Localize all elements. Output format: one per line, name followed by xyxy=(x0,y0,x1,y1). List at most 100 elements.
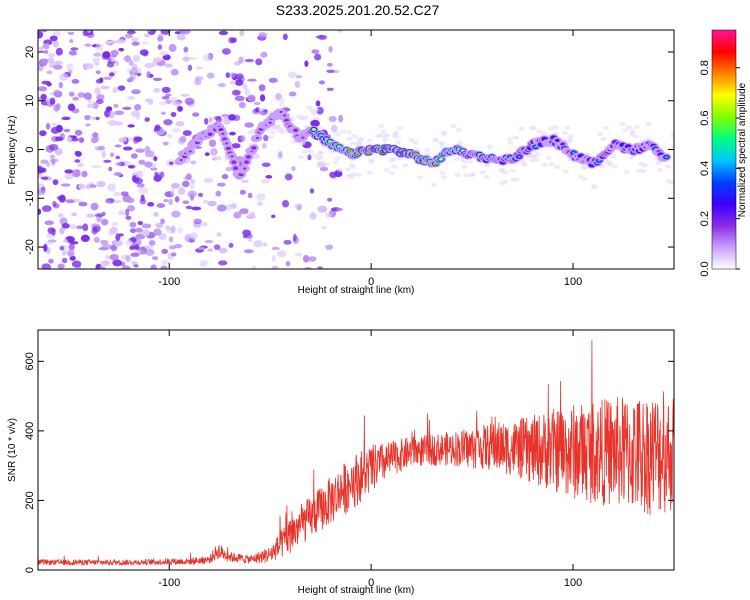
heatmap-haze-blob xyxy=(606,162,613,167)
heatmap-noise-blob xyxy=(288,91,297,97)
heatmap-noise-blob xyxy=(117,85,126,91)
heatmap-haze-blob xyxy=(258,107,265,112)
heatmap-noise-blob xyxy=(58,194,66,203)
heatmap-ridge-cell xyxy=(355,153,360,156)
heatmap-noise-blob xyxy=(108,72,115,77)
heatmap-noise-blob xyxy=(93,236,100,243)
heatmap-noise-blob xyxy=(41,263,51,269)
heatmap-noise-blob xyxy=(171,252,177,257)
heatmap-noise-blob xyxy=(163,199,169,203)
heatmap-haze-blob xyxy=(507,140,514,145)
heatmap-noise-blob xyxy=(107,57,112,62)
heatmap-noise-blob xyxy=(80,234,90,243)
heatmap-noise-blob xyxy=(76,225,84,230)
heatmap-noise-blob xyxy=(326,69,335,74)
heatmap-noise-blob xyxy=(210,148,218,156)
heatmap-noise-blob xyxy=(189,183,195,190)
heatmap-haze-blob xyxy=(548,161,555,166)
heatmap-noise-blob xyxy=(244,122,254,128)
heatmap-haze-blob xyxy=(484,163,491,168)
heatmap-noise-blob xyxy=(183,46,189,53)
heatmap-noise-blob xyxy=(95,70,101,75)
heatmap-haze-blob xyxy=(298,155,305,160)
heatmap-noise-blob xyxy=(282,33,288,41)
heatmap-noise-blob xyxy=(244,58,254,63)
heatmap-haze-blob xyxy=(346,136,353,141)
heatmap-haze-blob xyxy=(479,170,486,175)
heatmap-noise-blob xyxy=(74,129,83,136)
heatmap-noise-blob xyxy=(247,94,256,102)
heatmap-noise-blob xyxy=(309,212,317,220)
heatmap-haze-blob xyxy=(380,129,387,134)
heatmap-noise-blob xyxy=(254,108,260,112)
heatmap-noise-blob xyxy=(44,220,54,226)
heatmap-noise-blob xyxy=(131,89,141,95)
heatmap-haze-blob xyxy=(619,122,626,127)
heatmap-haze-blob xyxy=(512,135,519,140)
heatmap-noise-blob xyxy=(152,87,161,93)
heatmap-noise-blob xyxy=(326,62,333,67)
heatmap-noise-blob xyxy=(150,264,157,269)
heatmap-haze-blob xyxy=(562,169,569,174)
heatmap-noise-blob xyxy=(52,40,59,48)
heatmap-noise-blob xyxy=(59,73,69,81)
heatmap-noise-blob xyxy=(127,165,135,169)
heatmap-noise-blob xyxy=(234,95,245,102)
heatmap-noise-blob xyxy=(134,104,142,111)
heatmap-noise-blob xyxy=(161,86,171,93)
heatmap-noise-blob xyxy=(315,100,321,107)
heatmap-ridge-cell xyxy=(224,142,229,145)
heatmap-noise-blob xyxy=(114,110,125,116)
snr-ticks: -100 0 100 0 200 400 600 xyxy=(24,330,674,589)
heatmap-noise-blob xyxy=(230,203,237,210)
snr-frame xyxy=(37,329,675,571)
heatmap-noise-blob xyxy=(184,234,192,243)
heatmap-haze-blob xyxy=(565,139,572,144)
heatmap-noise-blob xyxy=(115,242,121,248)
heatmap-noise-blob xyxy=(103,159,112,163)
heatmap-ridge-cell xyxy=(301,136,305,139)
heatmap-haze-blob xyxy=(457,140,464,145)
heatmap-haze-blob xyxy=(350,172,357,177)
heatmap-noise-blob xyxy=(242,229,252,236)
heatmap-noise-blob xyxy=(111,222,119,226)
heatmap-haze-blob xyxy=(564,125,571,130)
heatmap-noise-blob xyxy=(109,253,119,261)
heatmap-haze-blob xyxy=(622,128,629,133)
heatmap-noise-blob xyxy=(122,194,132,203)
heatmap-noise-blob xyxy=(66,137,74,142)
heatmap-noise-blob xyxy=(63,128,71,133)
heatmap-noise-blob xyxy=(271,265,279,269)
heatmap-noise-blob xyxy=(337,30,344,33)
heatmap-noise-blob xyxy=(176,33,186,41)
heatmap-noise-blob xyxy=(193,218,203,225)
heatmap-noise-blob xyxy=(135,227,143,233)
heatmap-noise-blob xyxy=(221,48,231,55)
heatmap-noise-blob xyxy=(317,266,323,269)
heatmap-haze-blob xyxy=(520,160,527,165)
heatmap-noise-blob xyxy=(164,93,172,97)
heatmap-noise-blob xyxy=(118,209,126,215)
heatmap-noise-blob xyxy=(283,239,292,245)
heatmap-haze-blob xyxy=(554,165,561,170)
heatmap-noise-blob xyxy=(234,79,244,86)
heatmap-noise-blob xyxy=(89,184,97,189)
heatmap-noise-blob xyxy=(40,167,47,173)
heatmap-ridge-cell xyxy=(208,133,212,136)
heatmap-noise-blob xyxy=(114,60,120,67)
heatmap-noise-blob xyxy=(107,119,118,126)
heatmap-haze-blob xyxy=(507,136,514,141)
heatmap-noise-blob xyxy=(160,218,166,225)
heatmap-noise-blob xyxy=(95,116,100,120)
heatmap-ridge-cell xyxy=(268,121,272,124)
heatmap-haze-blob xyxy=(628,155,635,160)
heatmap-noise-blob xyxy=(125,215,132,220)
heatmap-haze-blob xyxy=(388,171,395,176)
heatmap-noise-blob xyxy=(277,151,283,159)
heatmap-noise-blob xyxy=(91,223,99,227)
heatmap-noise-blob xyxy=(229,72,237,78)
heatmap-noise-blob xyxy=(110,50,119,56)
heatmap-haze-blob xyxy=(597,132,604,137)
heatmap-noise-blob xyxy=(213,244,221,251)
heatmap-haze-blob xyxy=(332,160,339,165)
